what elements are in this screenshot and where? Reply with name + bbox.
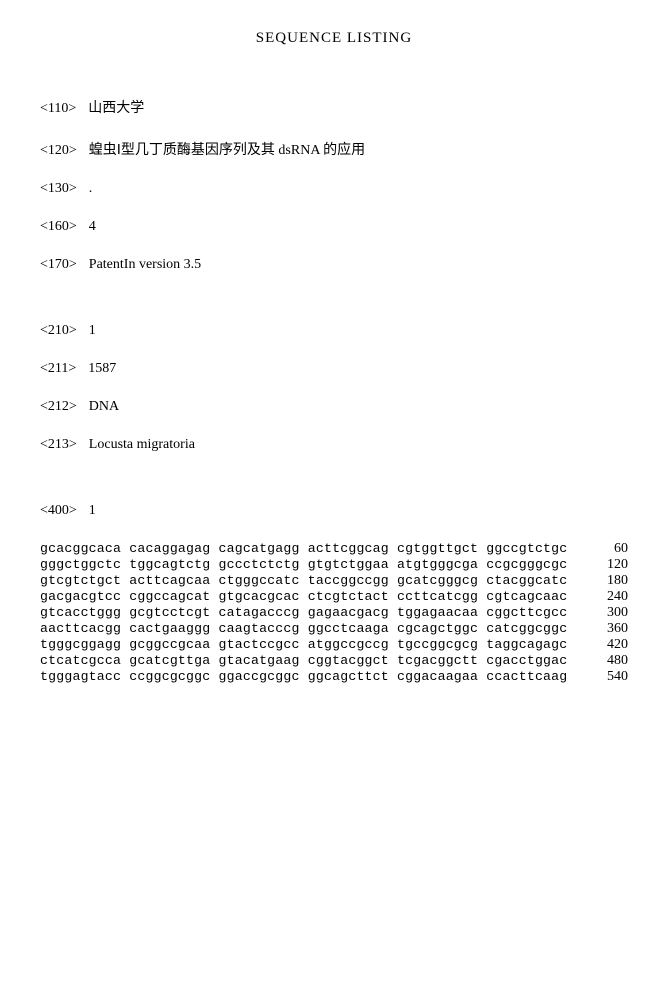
field-value: 4: [89, 219, 96, 234]
field-value: PatentIn version 3.5: [89, 257, 201, 272]
field-212: <212> DNA: [40, 399, 628, 415]
field-value: 1: [89, 503, 96, 518]
field-tag: <160>: [40, 219, 77, 234]
field-tag: <110>: [40, 101, 76, 116]
field-tag: <130>: [40, 181, 77, 196]
field-400: <400> 1: [40, 503, 628, 519]
field-130: <130>.: [40, 181, 628, 197]
field-value: DNA: [89, 399, 119, 414]
sequence-row: gggctggctc tggcagtctg gccctctctg gtgtctg…: [40, 557, 628, 573]
field-value: 1: [89, 323, 96, 338]
sequence-line: gggctggctc tggcagtctg gccctctctg gtgtctg…: [40, 557, 567, 572]
sequence-position: 60: [588, 541, 628, 557]
sequence-header-fields: <210> 1 <211> 1587 <212> DNA <213> Locusta m…: [40, 323, 628, 453]
field-tag: <120>: [40, 143, 77, 158]
field-170: <170> PatentIn version 3.5: [40, 257, 628, 273]
field-tag: <211>: [40, 361, 76, 376]
sequence-line: gtcgtctgct acttcagcaa ctgggccatc taccggc…: [40, 573, 567, 588]
field-value: 1587: [88, 361, 116, 376]
field-tag: <213>: [40, 437, 77, 452]
sequence-line: aacttcacgg cactgaaggg caagtacccg ggcctca…: [40, 621, 567, 636]
sequence-row: gtcgtctgct acttcagcaa ctgggccatc taccggc…: [40, 573, 628, 589]
field-210: <210> 1: [40, 323, 628, 339]
field-160: <160> 4: [40, 219, 628, 235]
sequence-row: aacttcacgg cactgaaggg caagtacccg ggcctca…: [40, 621, 628, 637]
field-tag: <400>: [40, 503, 77, 518]
sequence-row: ctcatcgcca gcatcgttga gtacatgaag cggtacg…: [40, 653, 628, 669]
field-value: Locusta migratoria: [89, 437, 195, 452]
sequence-position: 120: [588, 557, 628, 573]
field-tag: <170>: [40, 257, 77, 272]
sequence-position: 480: [588, 653, 628, 669]
sequence-position: 420: [588, 637, 628, 653]
field-tag: <210>: [40, 323, 77, 338]
sequence-line: tgggcggagg gcggccgcaa gtactccgcc atggccg…: [40, 637, 567, 652]
sequence-line: gcacggcaca cacaggagag cagcatgagg acttcgg…: [40, 541, 567, 556]
section-spacer: [40, 295, 628, 323]
sequence-line: ctcatcgcca gcatcgttga gtacatgaag cggtacg…: [40, 653, 567, 668]
sequence-position: 360: [588, 621, 628, 637]
field-211: <211> 1587: [40, 361, 628, 377]
field-120: <120> 蝗虫Ⅰ型几丁质酶基因序列及其 dsRNA 的应用: [40, 139, 628, 159]
sequence-position: 300: [588, 605, 628, 621]
header-fields: <110>山西大学 <120>蝗虫Ⅰ型几丁质酶基因序列及其 dsRNA 的应用 …: [40, 97, 628, 273]
section-spacer: [40, 475, 628, 503]
sequence-row: gcacggcaca cacaggagag cagcatgagg acttcgg…: [40, 541, 628, 557]
sequence-row: gacgacgtcc cggccagcat gtgcacgcac ctcgtct…: [40, 589, 628, 605]
field-110: <110> 山西大学: [40, 97, 628, 117]
field-value: 山西大学: [88, 101, 144, 116]
page-title: SEQUENCE LISTING: [40, 30, 628, 47]
sequence-row: gtcacctggg gcgtcctcgt catagacccg gagaacg…: [40, 605, 628, 621]
sequence-row: tgggagtacc ccggcgcggc ggaccgcggc ggcagct…: [40, 669, 628, 685]
field-tag: <212>: [40, 399, 77, 414]
sequence-block: gcacggcaca cacaggagag cagcatgagg acttcgg…: [40, 541, 628, 685]
sequence-row: tgggcggagg gcggccgcaa gtactccgcc atggccg…: [40, 637, 628, 653]
field-value: 蝗虫Ⅰ型几丁质酶基因序列及其 dsRNA 的应用: [89, 143, 365, 158]
sequence-position: 180: [588, 573, 628, 589]
sequence-line: tgggagtacc ccggcgcggc ggaccgcggc ggcagct…: [40, 669, 567, 684]
sequence-position: 540: [588, 669, 628, 685]
field-213: <213> Locusta migratoria: [40, 437, 628, 453]
sequence-line: gacgacgtcc cggccagcat gtgcacgcac ctcgtct…: [40, 589, 567, 604]
field-value: .: [89, 181, 93, 196]
sequence-position: 240: [588, 589, 628, 605]
sequence-line: gtcacctggg gcgtcctcgt catagacccg gagaacg…: [40, 605, 567, 620]
